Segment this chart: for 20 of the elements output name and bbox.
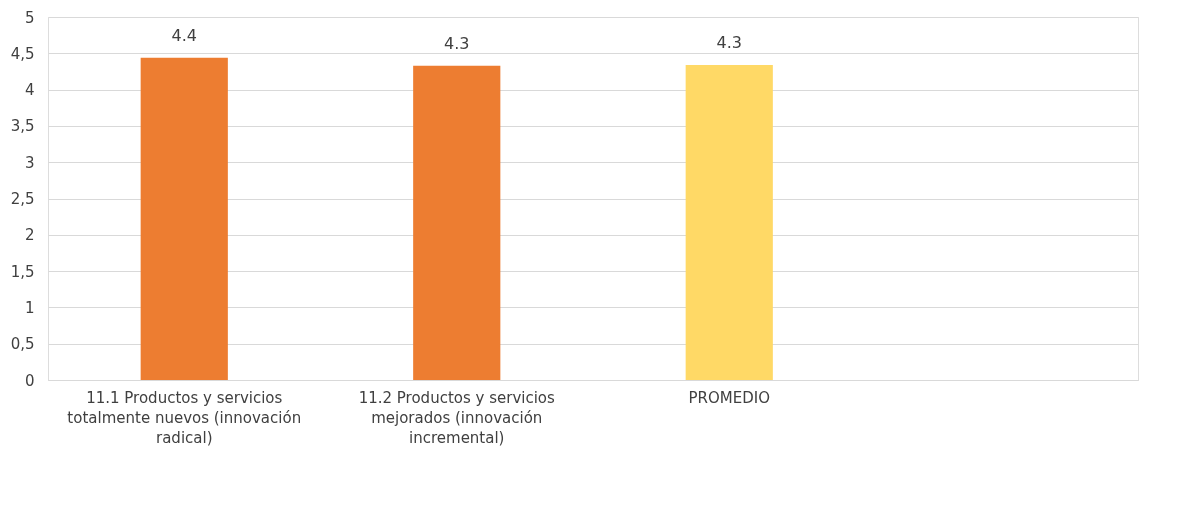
x-tick-label: PROMEDIO (688, 388, 770, 407)
y-tick-label: 1 (24, 298, 35, 317)
bar (140, 57, 228, 380)
y-tick-label: 3 (24, 153, 35, 172)
data-label: 4.3 (716, 32, 742, 52)
data-label: 4.4 (171, 25, 197, 45)
y-tick-label: 5 (24, 8, 35, 27)
y-tick-label: 4,5 (10, 44, 35, 63)
y-tick-label: 1,5 (10, 262, 35, 281)
bar (685, 64, 773, 380)
y-tick-label: 2 (24, 226, 35, 245)
y-tick-label: 4 (24, 81, 35, 100)
y-tick-label: 2,5 (10, 190, 35, 208)
data-label: 4.3 (444, 33, 470, 53)
y-tick-label: 3,5 (10, 117, 35, 136)
y-tick-label: 0 (24, 371, 35, 390)
x-tick-label: 11.1 Productos y servicios totalmente nuevos (innovación radical) (67, 388, 302, 447)
x-tick-label: 11.2 Productos y servicios mejorados (innovación incremental) (358, 388, 556, 447)
bar (413, 65, 501, 380)
y-tick-label: 0,5 (10, 335, 35, 354)
